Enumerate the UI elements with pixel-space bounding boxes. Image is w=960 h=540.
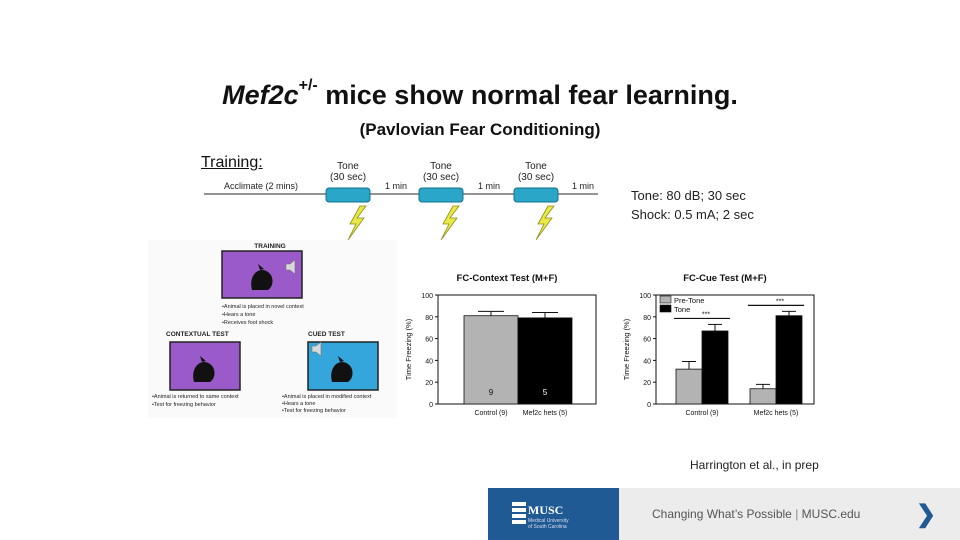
y-tick-label: 80 — [643, 315, 651, 322]
y-tick-label: 80 — [425, 315, 433, 322]
logo-subtitle-line: of South Carolina — [528, 524, 567, 530]
tone-block-1 — [325, 187, 371, 203]
tagline-text: Changing What’s Possible — [652, 507, 792, 521]
fc-cue-chart: FC-Cue Test (M+F) Time Freezing (%) 0 20 40 6… — [622, 273, 815, 417]
title-gene: Mef2c — [222, 80, 299, 110]
tone-block-3 — [513, 187, 559, 203]
tone-label-3: Tone — [525, 161, 547, 172]
tone-duration-3: (30 sec) — [518, 172, 554, 183]
y-tick-label: 20 — [643, 380, 651, 387]
legend-swatch — [659, 295, 672, 304]
tone-block-2 — [418, 187, 464, 203]
bar — [675, 368, 703, 405]
protocol-diagram: TRAINING •Animal is placed in novel cont… — [148, 240, 397, 418]
mouse-icon — [331, 356, 353, 382]
bar — [775, 315, 803, 405]
training-timeline: Tone (30 sec) Tone (30 sec) Tone (30 sec… — [204, 161, 598, 240]
footer-link[interactable]: MUSC.edu — [801, 507, 861, 521]
logo-name: MUSC — [528, 503, 564, 517]
chart-title: FC-Cue Test (M+F) — [683, 273, 766, 284]
plot-frame — [655, 294, 815, 405]
n-label: 9 — [489, 388, 494, 397]
stimulus-parameters: Tone: 80 dB; 30 sec Shock: 0.5 mA; 2 sec — [631, 186, 754, 224]
shock-bolt-icon — [347, 205, 367, 240]
training-note: •Animal is placed in novel context — [222, 304, 304, 310]
footer-banner: MUSC Medical University of South Carolin… — [488, 488, 960, 540]
mouse-icon — [251, 264, 273, 290]
speaker-icon — [285, 259, 296, 275]
tone-label-2: Tone — [430, 161, 452, 172]
mouse-icon — [193, 356, 215, 382]
slide-title: Mef2c+/- mice show normal fear learning. — [0, 77, 960, 111]
legend-swatch — [659, 304, 672, 313]
slide-subtitle: (Pavlovian Fear Conditioning) — [359, 120, 601, 139]
tone-parameters: Tone: 80 dB; 30 sec — [631, 188, 746, 203]
x-tick-label: Control (9) — [474, 410, 507, 417]
tone-duration-1: (30 sec) — [330, 172, 366, 183]
interval-label-3: 1 min — [572, 181, 594, 191]
title-genotype: +/- — [298, 77, 318, 94]
bar — [701, 330, 729, 405]
x-tick-label: Control (9) — [685, 410, 718, 417]
y-tick-label: 40 — [425, 358, 433, 365]
cued-note: •Animal is placed in modified context — [282, 394, 372, 400]
shock-bolt-icon — [440, 205, 460, 240]
y-axis-label: Time Freezing (%) — [404, 318, 413, 380]
bar — [749, 388, 777, 405]
y-tick-label: 60 — [643, 337, 651, 344]
y-tick-label: 60 — [425, 337, 433, 344]
cued-box-title: CUED TEST — [308, 331, 345, 338]
tagline-separator: | — [795, 507, 799, 521]
y-tick-label: 20 — [425, 380, 433, 387]
training-label: Training: — [201, 154, 263, 171]
shock-parameters: Shock: 0.5 mA; 2 sec — [631, 207, 754, 222]
shock-bolt-icon — [535, 205, 555, 240]
title-rest: mice show normal fear learning. — [317, 80, 738, 110]
musc-logo-icon — [512, 502, 526, 524]
chart-title: FC-Context Test (M+F) — [457, 273, 558, 284]
x-tick-label: Mef2c hets (5) — [523, 410, 568, 417]
citation: Harrington et al., in prep — [690, 458, 819, 472]
x-tick-label: Mef2c hets (5) — [754, 410, 799, 417]
tone-label-1: Tone — [337, 161, 359, 172]
tone-duration-2: (30 sec) — [423, 172, 459, 183]
y-tick-label: 0 — [647, 402, 651, 409]
n-label: 5 — [543, 388, 548, 397]
y-tick-label: 40 — [643, 358, 651, 365]
speaker-icon — [311, 341, 322, 357]
logo-subtitle-line: Medical University — [528, 518, 569, 524]
musc-logo: MUSC Medical University of South Carolin… — [488, 488, 619, 540]
acclimate-label: Acclimate (2 mins) — [224, 181, 298, 191]
significance-marker: *** — [702, 311, 710, 318]
y-tick-label: 0 — [429, 402, 433, 409]
cued-note: •Test for freezing behavior — [282, 408, 346, 414]
training-note: •Hears a tone — [222, 312, 255, 318]
contextual-note: •Test for freezing behavior — [152, 402, 216, 408]
y-tick-label: 100 — [639, 293, 651, 300]
footer-tagline: Changing What’s Possible | MUSC.edu — [652, 507, 860, 521]
legend-label: Tone — [674, 305, 690, 314]
significance-marker: *** — [776, 298, 784, 305]
next-arrow-icon[interactable]: ❯ — [916, 501, 937, 528]
interval-label-2: 1 min — [478, 181, 500, 191]
legend-label: Pre-Tone — [674, 296, 704, 305]
contextual-box-title: CONTEXTUAL TEST — [166, 331, 229, 338]
fc-context-chart: FC-Context Test (M+F) Time Freezing (%) 0 2… — [404, 273, 597, 417]
contextual-note: •Animal is returned to same context — [152, 394, 239, 400]
logo-subtitle: Medical University of South Carolina — [528, 518, 569, 530]
training-box-title: TRAINING — [254, 243, 285, 250]
protocol-diagram-art: TRAINING •Animal is placed in novel cont… — [152, 243, 379, 414]
bar — [517, 317, 573, 405]
interval-label-1: 1 min — [385, 181, 407, 191]
y-tick-label: 100 — [421, 293, 433, 300]
training-note: •Receives foot shock — [222, 320, 273, 326]
cued-note: •Hears a tone — [282, 401, 315, 407]
y-axis-label: Time Freezing (%) — [622, 318, 631, 380]
